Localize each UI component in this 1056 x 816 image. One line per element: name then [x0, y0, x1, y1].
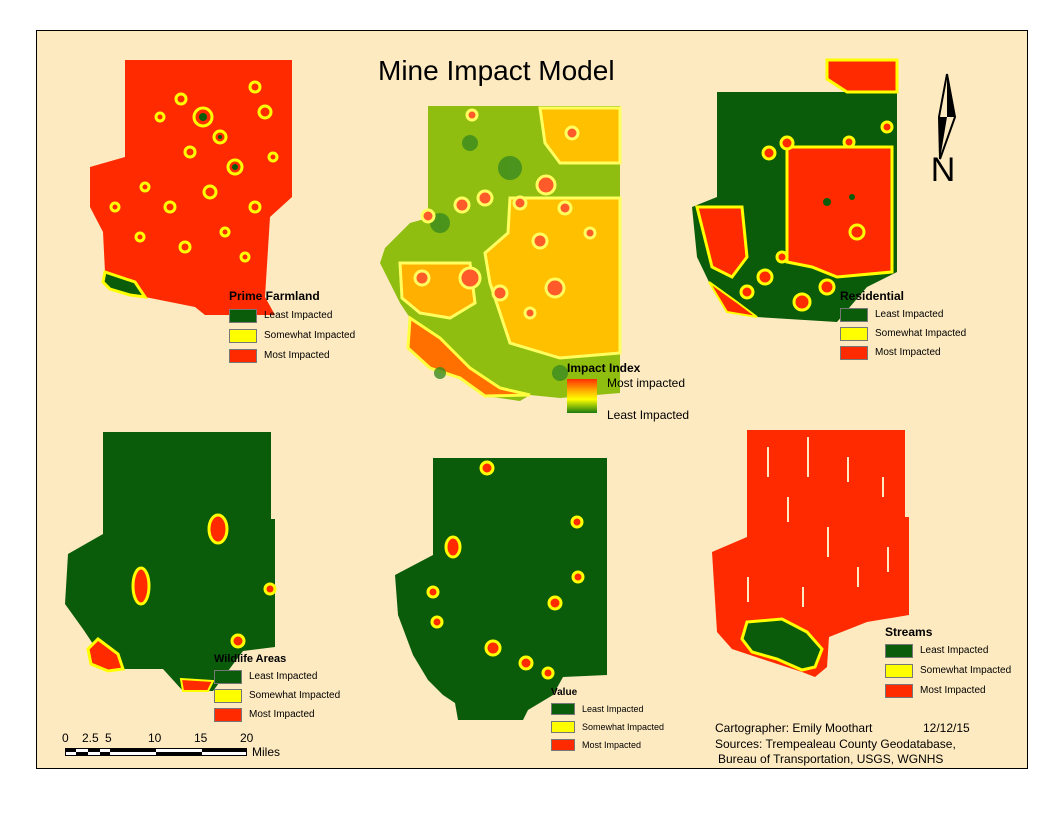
most-impacted-label: Most Impacted — [920, 685, 986, 696]
scale-seg — [110, 748, 156, 752]
somewhat-impacted-label: Somewhat Impacted — [875, 328, 967, 339]
somewhat-impacted-swatch — [840, 327, 868, 341]
least-impacted-label: Least Impacted — [582, 704, 644, 714]
scale-seg — [88, 748, 100, 752]
scale-tick-label: 5 — [105, 731, 112, 745]
least-impacted-swatch — [551, 703, 575, 715]
scale-bar: 0 2.5 5 10 15 20 Miles — [59, 731, 299, 767]
prime-farmland-legend: Prime Farmland Least Impacted Somewhat I… — [229, 289, 379, 369]
impact-index-legend: Impact Index Most impacted Least Impacte… — [567, 361, 727, 422]
map-title: Mine Impact Model — [378, 55, 615, 86]
impact-index-ramp — [567, 379, 597, 413]
scale-tick-label: 10 — [148, 731, 162, 745]
sources-line-2: Bureau of Transportation, USGS, WGNHS — [718, 752, 944, 766]
north-label: N — [931, 151, 956, 189]
scale-seg — [65, 748, 76, 752]
least-impacted-label: Least Impacted — [607, 408, 690, 422]
somewhat-impacted-swatch — [214, 689, 242, 703]
most-impacted-swatch — [214, 708, 242, 722]
scale-unit: Miles — [252, 745, 281, 759]
scale-tick-label: 15 — [194, 731, 208, 745]
sources-line-1: Sources: Trempealeau County Geodatabase, — [715, 737, 956, 751]
most-impacted-label: Most Impacted — [582, 740, 642, 750]
impact-index-map — [380, 106, 622, 401]
most-impacted-label: Most impacted — [607, 376, 686, 390]
somewhat-impacted-swatch — [551, 721, 575, 733]
scale-seg — [202, 748, 247, 752]
least-impacted-label: Least Impacted — [920, 645, 989, 656]
value-map — [395, 458, 607, 720]
streams-legend-title: Streams — [885, 625, 933, 639]
somewhat-impacted-label: Somewhat Impacted — [920, 665, 1012, 676]
residential-map — [692, 58, 899, 322]
streams-map — [712, 430, 909, 677]
least-impacted-swatch — [229, 309, 257, 323]
most-impacted-label: Most Impacted — [875, 347, 941, 358]
least-impacted-label: Least Impacted — [249, 671, 318, 682]
most-impacted-swatch — [551, 739, 575, 751]
scale-tick-label: 2.5 — [82, 731, 99, 745]
prime-farmland-legend-title: Prime Farmland — [229, 289, 320, 303]
most-impacted-swatch — [229, 349, 257, 363]
least-impacted-swatch — [214, 670, 242, 684]
scale-tick-label: 0 — [62, 731, 69, 745]
scale-seg — [76, 752, 88, 756]
somewhat-impacted-label: Somewhat Impacted — [582, 722, 665, 732]
somewhat-impacted-label: Somewhat Impacted — [249, 690, 341, 701]
cartographer-credit: Cartographer: Emily Moothart — [715, 721, 873, 735]
prime-farmland-map — [90, 60, 292, 315]
value-legend: Value Least Impacted Somewhat Impacted M… — [551, 687, 691, 753]
value-legend-title: Value — [551, 687, 578, 698]
least-impacted-label: Least Impacted — [264, 310, 333, 321]
least-impacted-label: Least Impacted — [875, 309, 944, 320]
most-impacted-label: Most Impacted — [264, 350, 330, 361]
scale-tick-label: 20 — [240, 731, 254, 745]
least-impacted-swatch — [885, 644, 913, 658]
map-frame: Mine Impact Model N Prime Farmland Least… — [36, 30, 1028, 769]
map-date: 12/12/15 — [923, 721, 970, 735]
most-impacted-label: Most Impacted — [249, 709, 315, 720]
somewhat-impacted-swatch — [229, 329, 257, 343]
north-arrow-icon: N — [931, 73, 957, 189]
most-impacted-swatch — [885, 684, 913, 698]
least-impacted-swatch — [840, 308, 868, 322]
wildlife-areas-legend: Wildlife Areas Least Impacted Somewhat I… — [214, 653, 364, 728]
streams-legend: Streams Least Impacted Somewhat Impacted… — [885, 625, 1035, 705]
impact-index-legend-title: Impact Index — [567, 361, 641, 375]
residential-legend-title: Residential — [840, 289, 905, 303]
residential-legend: Residential Least Impacted Somewhat Impa… — [840, 289, 990, 369]
scale-seg — [156, 752, 202, 756]
wildlife-areas-map — [65, 432, 277, 692]
scale-seg — [100, 752, 110, 756]
somewhat-impacted-swatch — [885, 664, 913, 678]
most-impacted-swatch — [840, 346, 868, 360]
wildlife-areas-legend-title: Wildlife Areas — [214, 653, 287, 665]
somewhat-impacted-label: Somewhat Impacted — [264, 330, 356, 341]
